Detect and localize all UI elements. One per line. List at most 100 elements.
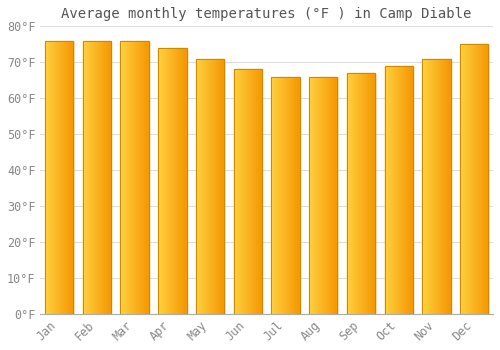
Bar: [221, 59, 222, 314]
Bar: [141, 41, 142, 314]
Bar: [259, 69, 260, 314]
Bar: [70, 41, 71, 314]
Bar: [140, 41, 141, 314]
Bar: [53, 41, 54, 314]
Bar: [428, 59, 429, 314]
Bar: [461, 44, 462, 314]
Bar: [441, 59, 442, 314]
Bar: [477, 44, 478, 314]
Bar: [298, 77, 299, 314]
Bar: [444, 59, 445, 314]
Bar: [100, 41, 101, 314]
Bar: [389, 66, 390, 314]
Bar: [105, 41, 106, 314]
Bar: [272, 77, 273, 314]
Bar: [158, 48, 159, 314]
Bar: [449, 59, 450, 314]
Bar: [242, 69, 244, 314]
Bar: [366, 73, 367, 314]
Bar: [161, 48, 162, 314]
Bar: [299, 77, 300, 314]
Bar: [46, 41, 48, 314]
Bar: [183, 48, 184, 314]
Bar: [171, 48, 172, 314]
Bar: [60, 41, 61, 314]
Bar: [313, 77, 314, 314]
Bar: [291, 77, 292, 314]
Bar: [314, 77, 315, 314]
Bar: [348, 73, 349, 314]
Bar: [474, 44, 475, 314]
Bar: [256, 69, 257, 314]
Bar: [85, 41, 86, 314]
Bar: [272, 77, 299, 314]
Bar: [392, 66, 393, 314]
Bar: [410, 66, 411, 314]
Bar: [445, 59, 446, 314]
Bar: [234, 69, 262, 314]
Bar: [201, 59, 202, 314]
Bar: [95, 41, 96, 314]
Bar: [122, 41, 124, 314]
Bar: [312, 77, 313, 314]
Bar: [442, 59, 444, 314]
Bar: [463, 44, 464, 314]
Bar: [406, 66, 407, 314]
Bar: [136, 41, 137, 314]
Bar: [61, 41, 62, 314]
Bar: [327, 77, 328, 314]
Bar: [254, 69, 255, 314]
Bar: [332, 77, 333, 314]
Bar: [347, 73, 348, 314]
Bar: [142, 41, 143, 314]
Bar: [317, 77, 318, 314]
Bar: [86, 41, 88, 314]
Bar: [145, 41, 146, 314]
Bar: [45, 41, 74, 314]
Bar: [438, 59, 440, 314]
Bar: [297, 77, 298, 314]
Bar: [180, 48, 181, 314]
Bar: [393, 66, 394, 314]
Bar: [199, 59, 200, 314]
Bar: [364, 73, 365, 314]
Bar: [329, 77, 330, 314]
Bar: [411, 66, 412, 314]
Bar: [109, 41, 110, 314]
Bar: [97, 41, 98, 314]
Bar: [204, 59, 205, 314]
Bar: [66, 41, 67, 314]
Bar: [320, 77, 321, 314]
Bar: [446, 59, 447, 314]
Bar: [56, 41, 57, 314]
Bar: [184, 48, 185, 314]
Bar: [353, 73, 354, 314]
Bar: [287, 77, 288, 314]
Bar: [84, 41, 85, 314]
Bar: [213, 59, 214, 314]
Bar: [293, 77, 294, 314]
Bar: [481, 44, 482, 314]
Bar: [170, 48, 171, 314]
Bar: [361, 73, 362, 314]
Bar: [358, 73, 360, 314]
Bar: [134, 41, 135, 314]
Bar: [484, 44, 485, 314]
Bar: [347, 73, 375, 314]
Bar: [250, 69, 251, 314]
Bar: [124, 41, 125, 314]
Bar: [197, 59, 198, 314]
Bar: [212, 59, 213, 314]
Bar: [178, 48, 179, 314]
Bar: [469, 44, 470, 314]
Bar: [388, 66, 389, 314]
Bar: [371, 73, 372, 314]
Bar: [65, 41, 66, 314]
Bar: [98, 41, 99, 314]
Bar: [482, 44, 483, 314]
Bar: [427, 59, 428, 314]
Bar: [107, 41, 108, 314]
Bar: [162, 48, 164, 314]
Bar: [435, 59, 436, 314]
Bar: [160, 48, 161, 314]
